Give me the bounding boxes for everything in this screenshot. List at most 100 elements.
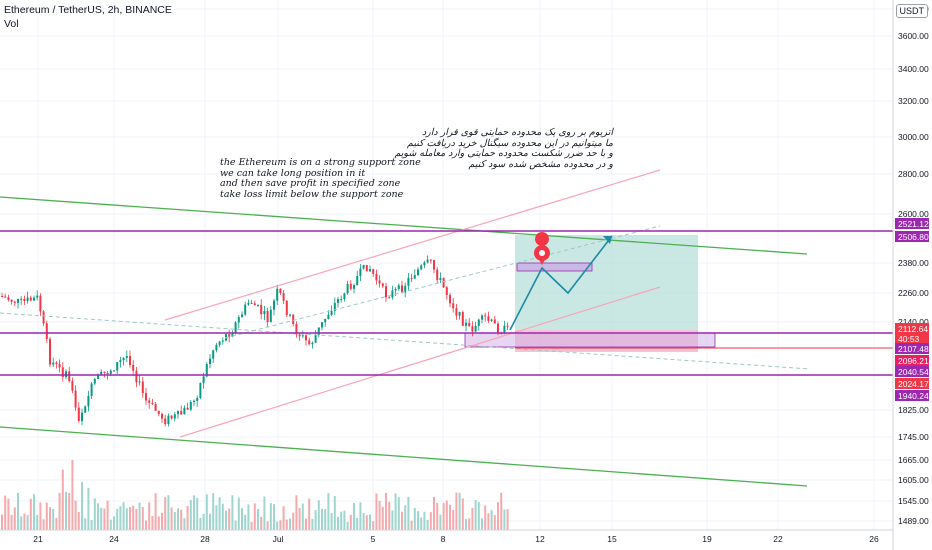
candle: [61, 367, 64, 378]
candle: [247, 302, 250, 305]
volume-bar: [55, 518, 58, 530]
candle: [39, 295, 42, 312]
candle: [49, 338, 51, 365]
price-tick: 3600.00: [898, 31, 929, 41]
volume-bar: [228, 508, 231, 530]
candle: [289, 314, 291, 316]
candle: [122, 357, 125, 361]
candle: [170, 415, 173, 419]
time-tick: 22: [773, 534, 783, 544]
volume-bar: [353, 502, 355, 530]
candle: [314, 334, 317, 343]
candle: [7, 297, 10, 300]
candle: [68, 371, 71, 382]
volume-bar: [237, 497, 240, 530]
volume-bar: [292, 512, 295, 530]
price-badge-bg: [895, 355, 929, 366]
candle: [180, 410, 183, 415]
volume-bar: [164, 497, 167, 530]
candle: [385, 286, 387, 298]
volume-bar: [260, 516, 263, 530]
currency-badge[interactable]: USDT: [895, 4, 928, 18]
volume-bar: [154, 493, 157, 530]
volume-bar: [157, 516, 160, 530]
candle: [276, 288, 279, 301]
price-tick: 3200.00: [898, 96, 929, 106]
time-tick: 26: [869, 534, 879, 544]
volume-bar: [397, 497, 400, 530]
candle: [103, 371, 106, 373]
candle: [138, 381, 141, 383]
candle: [337, 299, 339, 303]
candle: [263, 311, 266, 315]
volume-bar: [221, 503, 224, 530]
volume-bar: [103, 508, 106, 530]
volume-bar: [468, 518, 471, 530]
candle: [20, 298, 23, 300]
price-axis[interactable]: 3800.003600.003400.003200.003000.002800.…: [898, 4, 929, 526]
volume-bar: [359, 502, 362, 530]
volume-bar: [436, 503, 439, 530]
volume-bar: [49, 507, 51, 530]
volume-bar: [279, 520, 282, 530]
volume-bar: [385, 492, 387, 530]
candle: [151, 402, 154, 404]
candle: [394, 288, 397, 291]
volume-bar: [487, 513, 490, 530]
candle: [445, 287, 448, 296]
candle: [164, 418, 167, 425]
price-tick: 2600.00: [898, 209, 929, 219]
volume-bar: [413, 507, 416, 530]
location-pin-icon: [534, 232, 551, 265]
candle: [71, 381, 74, 391]
support-zone: [464, 332, 716, 348]
volume-bar: [305, 518, 307, 530]
candle: [423, 262, 426, 266]
candle: [173, 414, 176, 419]
volume-bar: [381, 506, 384, 530]
volume-bar: [119, 506, 122, 530]
volume-bar: [273, 504, 275, 530]
time-axis[interactable]: 21 24 28 Jul 5 8 12 15 19 22 26: [33, 534, 879, 544]
candle: [317, 327, 320, 335]
volume-bar: [289, 518, 291, 530]
volume-bar: [503, 509, 506, 530]
candle: [97, 374, 99, 380]
candle: [353, 285, 355, 289]
volume-bar: [109, 519, 112, 530]
candle: [471, 326, 474, 332]
volume-bar: [65, 491, 67, 530]
volume-bar: [196, 497, 199, 530]
volume-bar: [461, 498, 464, 530]
price-badge-bg: [895, 366, 929, 377]
candle: [401, 285, 403, 293]
volume-bar: [177, 508, 179, 530]
projection-path: [509, 235, 613, 331]
candle: [493, 319, 496, 324]
candle: [429, 259, 432, 261]
candle: [468, 322, 471, 327]
volume-bar: [285, 519, 288, 530]
volume-bar: [4, 495, 7, 530]
resistance-box: [516, 262, 593, 272]
volume-bar: [452, 510, 455, 530]
candle: [199, 382, 202, 398]
candle: [490, 319, 493, 321]
candle: [26, 297, 29, 301]
candle: [369, 269, 371, 272]
time-tick: 15: [607, 534, 617, 544]
volume-bar: [151, 515, 154, 530]
candle: [487, 316, 490, 321]
candle: [29, 297, 32, 301]
volume-bar: [477, 501, 480, 530]
volume-bar: [420, 517, 423, 530]
volume-bar: [493, 515, 496, 530]
candle: [125, 355, 128, 358]
volume-bar: [500, 492, 503, 530]
volume-bar: [13, 507, 16, 530]
volume-bar: [74, 500, 77, 530]
candle: [244, 304, 247, 315]
volume-bars: [1, 459, 509, 530]
candle: [209, 358, 211, 365]
